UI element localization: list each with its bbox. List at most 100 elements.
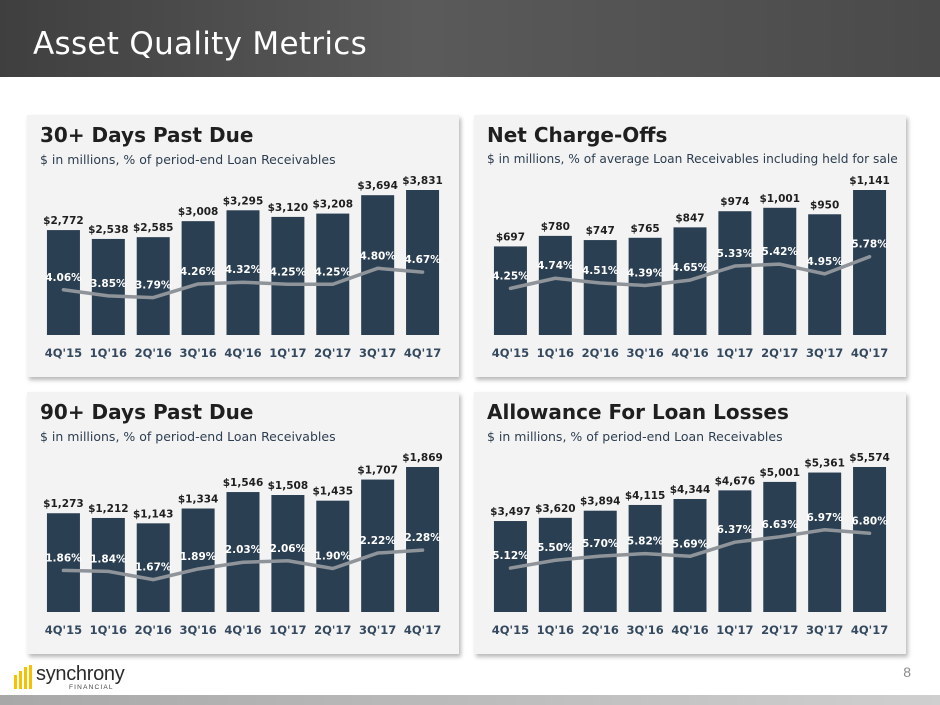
chart-panel-90-days-past-due: 90+ Days Past Due $ in millions, % of pe… (27, 392, 459, 654)
rate-label: 1.86% (45, 552, 82, 564)
value-label: $747 (586, 225, 615, 237)
bar-dpd90-6 (316, 500, 350, 612)
value-label: $1,141 (849, 175, 890, 187)
value-label: $1,212 (88, 503, 129, 515)
chart-panel-30-days-past-due: 30+ Days Past Due $ in millions, % of pe… (27, 115, 459, 377)
value-label: $5,361 (804, 458, 845, 470)
rate-label: 6.97% (806, 512, 843, 524)
x-tick-label: 1Q'17 (269, 346, 306, 360)
page-header: Asset Quality Metrics (0, 0, 940, 77)
chart-30-days-past-due: $2,772 4Q'15 $2,538 1Q'16 $2,585 2Q'16 $3,008 3… (43, 175, 443, 360)
x-tick-label: 3Q'17 (806, 623, 843, 637)
rate-label: 4.80% (359, 250, 396, 262)
bar-alll-8 (853, 467, 887, 612)
chart-panel-net-charge-offs: Net Charge-Offs $ in millions, % of aver… (474, 115, 906, 377)
chart-net-charge-offs: $697 4Q'15 $780 1Q'16 $747 2Q'16 $765 3Q'16 $847… (492, 175, 890, 360)
x-tick-label: 2Q'16 (135, 623, 172, 637)
chart-title: 30+ Days Past Due (40, 123, 254, 147)
rate-label: 5.42% (762, 246, 799, 258)
x-tick-label: 1Q'16 (537, 346, 574, 360)
logo-subtext: FINANCIAL (69, 684, 114, 691)
value-label: $1,707 (357, 465, 398, 477)
rate-label: 1.89% (180, 551, 217, 563)
bar-dpd90-3 (181, 508, 215, 612)
rate-label: 5.50% (537, 542, 574, 554)
value-label: $3,620 (535, 503, 576, 515)
rate-line-dpd30 (61, 266, 425, 300)
chart-title: 90+ Days Past Due (40, 400, 254, 424)
value-label: $3,497 (490, 506, 531, 518)
bar-dpd30-4 (226, 210, 260, 335)
x-tick-label: 4Q'15 (492, 623, 529, 637)
value-label: $765 (630, 223, 659, 235)
rate-label: 1.84% (90, 553, 127, 565)
bar-dpd30-0 (46, 230, 80, 335)
synchrony-logo-icon (14, 665, 32, 689)
x-tick-label: 1Q'16 (90, 346, 127, 360)
bar-dpd90-7 (361, 479, 395, 612)
rate-label: 5.69% (672, 538, 709, 550)
x-tick-label: 2Q'17 (314, 623, 351, 637)
rate-label: 2.22% (359, 535, 396, 547)
rate-label: 6.37% (717, 524, 754, 536)
x-tick-label: 2Q'17 (761, 623, 798, 637)
rate-label: 4.74% (537, 260, 574, 272)
x-tick-label: 2Q'16 (582, 346, 619, 360)
x-tick-label: 3Q'16 (626, 623, 663, 637)
chart-subtitle: $ in millions, % of period-end Loan Rece… (487, 429, 783, 444)
x-tick-label: 3Q'17 (359, 623, 396, 637)
rate-label: 3.85% (90, 278, 127, 290)
rate-label: 4.95% (806, 256, 843, 268)
value-label: $3,894 (580, 496, 621, 508)
chart-allowance-for-loan-losses: $3,497 4Q'15 $3,620 1Q'16 $3,894 2Q'16 $4,115 3… (490, 452, 890, 637)
x-tick-label: 3Q'17 (359, 346, 396, 360)
x-tick-label: 1Q'17 (269, 623, 306, 637)
value-label: $1,273 (43, 498, 84, 510)
x-tick-label: 4Q'16 (224, 623, 261, 637)
value-label: $1,143 (133, 508, 174, 520)
bar-dpd30-7 (361, 195, 395, 335)
x-tick-label: 2Q'17 (761, 346, 798, 360)
value-label: $1,001 (760, 193, 801, 205)
x-tick-label: 3Q'16 (626, 346, 663, 360)
bar-dpd30-6 (316, 213, 350, 335)
footer-bar (0, 695, 940, 705)
bar-dpd90-2 (136, 523, 170, 612)
value-label: $2,585 (133, 222, 174, 234)
value-label: $3,295 (223, 195, 264, 207)
chart-subtitle: $ in millions, % of average Loan Receiva… (487, 152, 898, 166)
rate-line-alll (508, 528, 872, 570)
value-label: $3,008 (178, 206, 219, 218)
value-label: $5,001 (760, 467, 801, 479)
value-label: $950 (810, 199, 839, 211)
bar-dpd90-8 (406, 467, 440, 612)
rate-line-nco (508, 254, 872, 291)
x-tick-label: 4Q'17 (851, 623, 888, 637)
logo-wordmark: synchrony (36, 663, 125, 685)
value-label: $3,120 (268, 202, 309, 214)
value-label: $3,831 (402, 175, 443, 187)
bar-alll-6 (763, 481, 797, 612)
value-label: $3,208 (313, 199, 354, 211)
value-label: $780 (541, 221, 570, 233)
x-tick-label: 3Q'16 (179, 346, 216, 360)
x-tick-label: 4Q'15 (492, 346, 529, 360)
bar-nco-2 (583, 240, 617, 335)
x-tick-label: 2Q'17 (314, 346, 351, 360)
rate-label: 2.28% (404, 532, 441, 544)
bar-dpd30-3 (181, 221, 215, 335)
rate-label: 5.33% (717, 248, 754, 260)
bar-dpd30-1 (91, 238, 125, 335)
rate-label: 3.79% (135, 280, 172, 292)
x-tick-label: 1Q'16 (537, 623, 574, 637)
rate-label: 4.25% (492, 270, 529, 282)
x-tick-label: 4Q'17 (404, 346, 441, 360)
rate-label: 5.70% (582, 538, 619, 550)
rate-label: 1.90% (315, 551, 352, 563)
rate-label: 2.03% (225, 544, 262, 556)
x-tick-label: 4Q'15 (45, 623, 82, 637)
rate-label: 4.51% (582, 265, 619, 277)
value-label: $1,435 (313, 486, 354, 498)
rate-label: 4.25% (315, 266, 352, 278)
value-label: $4,115 (625, 490, 666, 502)
